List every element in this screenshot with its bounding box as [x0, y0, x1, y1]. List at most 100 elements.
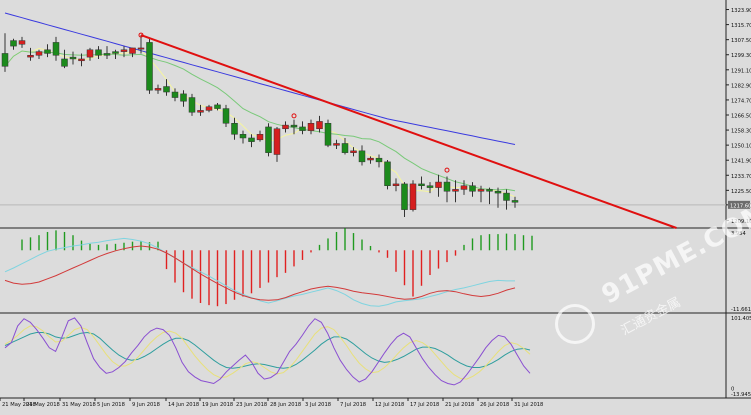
candle — [69, 51, 77, 65]
candle — [86, 47, 94, 61]
current-price-label: 1217.60 — [730, 203, 751, 209]
candle-body — [418, 183, 425, 186]
candle-body — [477, 189, 485, 192]
time-tick-label: 23 Jun 2018 — [236, 402, 267, 408]
candle — [222, 104, 230, 127]
candle-body — [324, 123, 332, 146]
candle-body — [256, 134, 264, 141]
candle — [435, 174, 442, 197]
price-tick-label: 1225.50 — [731, 189, 751, 195]
candle — [197, 104, 204, 116]
candle-body — [52, 42, 60, 56]
price-tick-label: 1209.10 — [731, 219, 751, 225]
candle — [367, 156, 374, 164]
price-tick-label: 1315.70 — [731, 23, 751, 29]
candle-body — [367, 157, 374, 161]
candle-body — [137, 47, 145, 50]
candle-body — [10, 40, 17, 47]
macd-signal-cyan-line — [4, 237, 515, 307]
time-tick-label: 5 Jun 2018 — [97, 402, 125, 408]
candle-body — [120, 49, 128, 52]
candle — [154, 84, 162, 94]
candle-body — [341, 143, 349, 153]
trendline — [140, 34, 677, 229]
candle — [452, 180, 459, 203]
candle-body — [248, 137, 255, 142]
price-tick-label: 1266.50 — [731, 114, 751, 120]
candle-body — [231, 123, 238, 135]
macd-pane — [4, 228, 533, 307]
time-tick-label: 21 Jul 2018 — [445, 402, 474, 408]
candle-body — [299, 126, 306, 131]
candle-body — [494, 191, 502, 194]
price-tick-label: 1282.90 — [731, 83, 751, 89]
time-tick-label: 31 May 2018 — [62, 402, 96, 408]
stoch-tick-zero: 0 — [731, 386, 734, 392]
candle-body — [95, 49, 102, 56]
candle — [239, 130, 247, 144]
candle — [248, 134, 255, 148]
candle — [95, 46, 102, 59]
time-tick-label: 24 May 2018 — [26, 402, 60, 408]
candle — [486, 187, 493, 205]
candle-body — [401, 183, 408, 210]
candle — [316, 115, 323, 133]
candle — [120, 46, 128, 58]
price-tick-label: 1274.70 — [731, 98, 751, 104]
macd-tick-top: 3.954 — [731, 231, 747, 237]
time-tick-label: 9 Jun 2018 — [132, 402, 160, 408]
price-pane — [1, 12, 677, 229]
candle-body — [486, 189, 493, 192]
candle-body — [460, 185, 468, 190]
price-axis: 1323.90 1315.70 1307.50 1299.30 1291.10 1282.… — [726, 8, 751, 398]
candle-body — [146, 42, 153, 91]
candle — [231, 117, 238, 140]
candle — [214, 103, 221, 111]
trendline-anchor-mid — [291, 113, 297, 119]
candle — [375, 154, 383, 168]
candle — [188, 93, 196, 116]
time-tick-label: 7 Jul 2018 — [340, 402, 366, 408]
candle — [205, 104, 213, 113]
candle — [171, 88, 179, 102]
candle — [18, 36, 26, 48]
candle-body — [78, 58, 85, 62]
stoch-slow-line — [4, 331, 531, 369]
current-price-box — [728, 200, 750, 209]
candle-body — [384, 161, 391, 186]
candle-body — [205, 106, 213, 111]
price-tick-label: 1258.30 — [731, 129, 751, 135]
candle-body — [69, 56, 77, 60]
candle-body — [61, 58, 68, 67]
candle-body — [171, 91, 179, 98]
pane-separators — [0, 0, 751, 399]
candle-body — [103, 53, 111, 56]
candle-body — [290, 124, 298, 128]
candle-body — [358, 150, 366, 163]
stoch-tick-bottom: -13.945 — [731, 392, 751, 398]
candle — [341, 137, 349, 155]
candle — [358, 145, 366, 166]
candle-body — [214, 104, 221, 109]
candle — [409, 180, 417, 212]
candle — [401, 182, 408, 217]
candle-body — [86, 49, 94, 58]
candle-body — [350, 150, 357, 153]
candle — [511, 196, 519, 208]
candle — [469, 182, 476, 197]
time-tick-label: 21 May 2018 — [2, 402, 36, 408]
price-tick-label: 1291.10 — [731, 68, 751, 74]
candle — [52, 36, 60, 61]
candle — [112, 49, 119, 59]
candle — [494, 187, 502, 208]
candle-body — [375, 157, 383, 163]
candle-body — [197, 110, 204, 113]
price-tick-label: 1250.10 — [731, 144, 751, 150]
time-tick-label: 17 Jul 2018 — [410, 402, 439, 408]
candle-body — [239, 134, 247, 139]
candle — [477, 185, 485, 203]
candle — [426, 182, 434, 194]
candle-body — [222, 108, 230, 124]
stochastic-pane — [4, 317, 531, 386]
candle-body — [273, 128, 281, 155]
